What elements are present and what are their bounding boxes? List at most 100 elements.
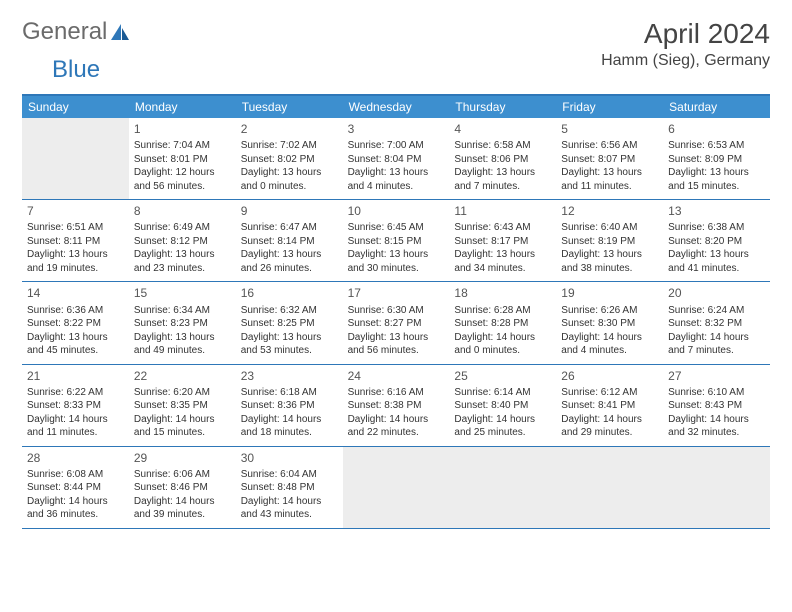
day-number: 25 (454, 368, 551, 384)
day-number: 1 (134, 121, 231, 137)
day-cell (449, 447, 556, 528)
day-cell: 3Sunrise: 7:00 AMSunset: 8:04 PMDaylight… (343, 118, 450, 199)
daylight-text: and 0 minutes. (454, 344, 551, 358)
daylight-text: Daylight: 14 hours (241, 495, 338, 509)
daylight-text: Daylight: 13 hours (561, 248, 658, 262)
daylight-text: Daylight: 14 hours (27, 495, 124, 509)
sunrise-text: Sunrise: 6:56 AM (561, 139, 658, 153)
day-cell: 11Sunrise: 6:43 AMSunset: 8:17 PMDayligh… (449, 200, 556, 281)
day-header: Tuesday (236, 96, 343, 118)
sunset-text: Sunset: 8:22 PM (27, 317, 124, 331)
sunset-text: Sunset: 8:02 PM (241, 153, 338, 167)
day-number: 10 (348, 203, 445, 219)
sunset-text: Sunset: 8:14 PM (241, 235, 338, 249)
sunrise-text: Sunrise: 6:28 AM (454, 304, 551, 318)
sunrise-text: Sunrise: 6:16 AM (348, 386, 445, 400)
daylight-text: and 22 minutes. (348, 426, 445, 440)
sunrise-text: Sunrise: 6:22 AM (27, 386, 124, 400)
logo-text-blue: Blue (52, 56, 100, 84)
sunset-text: Sunset: 8:11 PM (27, 235, 124, 249)
daylight-text: Daylight: 13 hours (134, 331, 231, 345)
daylight-text: Daylight: 14 hours (134, 495, 231, 509)
day-cell: 5Sunrise: 6:56 AMSunset: 8:07 PMDaylight… (556, 118, 663, 199)
daylight-text: Daylight: 14 hours (27, 413, 124, 427)
sunset-text: Sunset: 8:40 PM (454, 399, 551, 413)
day-cell (22, 118, 129, 199)
daylight-text: Daylight: 14 hours (241, 413, 338, 427)
daylight-text: and 11 minutes. (27, 426, 124, 440)
sunset-text: Sunset: 8:19 PM (561, 235, 658, 249)
sunrise-text: Sunrise: 7:04 AM (134, 139, 231, 153)
daylight-text: and 18 minutes. (241, 426, 338, 440)
daylight-text: and 7 minutes. (454, 180, 551, 194)
sunset-text: Sunset: 8:01 PM (134, 153, 231, 167)
day-number: 6 (668, 121, 765, 137)
daylight-text: Daylight: 13 hours (348, 166, 445, 180)
daylight-text: and 41 minutes. (668, 262, 765, 276)
sunrise-text: Sunrise: 6:06 AM (134, 468, 231, 482)
sunset-text: Sunset: 8:25 PM (241, 317, 338, 331)
day-cell: 13Sunrise: 6:38 AMSunset: 8:20 PMDayligh… (663, 200, 770, 281)
daylight-text: and 11 minutes. (561, 180, 658, 194)
sunrise-text: Sunrise: 6:40 AM (561, 221, 658, 235)
sunset-text: Sunset: 8:35 PM (134, 399, 231, 413)
weeks-container: 1Sunrise: 7:04 AMSunset: 8:01 PMDaylight… (22, 118, 770, 529)
sunrise-text: Sunrise: 7:02 AM (241, 139, 338, 153)
sunrise-text: Sunrise: 6:08 AM (27, 468, 124, 482)
day-cell: 23Sunrise: 6:18 AMSunset: 8:36 PMDayligh… (236, 365, 343, 446)
daylight-text: Daylight: 13 hours (134, 248, 231, 262)
sunset-text: Sunset: 8:15 PM (348, 235, 445, 249)
day-number: 15 (134, 285, 231, 301)
day-number: 18 (454, 285, 551, 301)
day-cell: 22Sunrise: 6:20 AMSunset: 8:35 PMDayligh… (129, 365, 236, 446)
sunrise-text: Sunrise: 6:26 AM (561, 304, 658, 318)
location: Hamm (Sieg), Germany (601, 52, 770, 70)
daylight-text: and 4 minutes. (348, 180, 445, 194)
sunrise-text: Sunrise: 6:47 AM (241, 221, 338, 235)
day-cell: 7Sunrise: 6:51 AMSunset: 8:11 PMDaylight… (22, 200, 129, 281)
sunrise-text: Sunrise: 7:00 AM (348, 139, 445, 153)
week-row: 1Sunrise: 7:04 AMSunset: 8:01 PMDaylight… (22, 118, 770, 200)
day-cell: 25Sunrise: 6:14 AMSunset: 8:40 PMDayligh… (449, 365, 556, 446)
day-number: 30 (241, 450, 338, 466)
sunset-text: Sunset: 8:36 PM (241, 399, 338, 413)
daylight-text: Daylight: 14 hours (668, 331, 765, 345)
sunrise-text: Sunrise: 6:58 AM (454, 139, 551, 153)
day-number: 22 (134, 368, 231, 384)
sunset-text: Sunset: 8:30 PM (561, 317, 658, 331)
sunrise-text: Sunrise: 6:14 AM (454, 386, 551, 400)
sunset-text: Sunset: 8:27 PM (348, 317, 445, 331)
day-cell: 4Sunrise: 6:58 AMSunset: 8:06 PMDaylight… (449, 118, 556, 199)
sunset-text: Sunset: 8:38 PM (348, 399, 445, 413)
day-number: 5 (561, 121, 658, 137)
sunrise-text: Sunrise: 6:12 AM (561, 386, 658, 400)
day-cell: 20Sunrise: 6:24 AMSunset: 8:32 PMDayligh… (663, 282, 770, 363)
day-number: 13 (668, 203, 765, 219)
day-number: 21 (27, 368, 124, 384)
day-number: 2 (241, 121, 338, 137)
day-cell: 19Sunrise: 6:26 AMSunset: 8:30 PMDayligh… (556, 282, 663, 363)
day-cell: 29Sunrise: 6:06 AMSunset: 8:46 PMDayligh… (129, 447, 236, 528)
day-cell: 24Sunrise: 6:16 AMSunset: 8:38 PMDayligh… (343, 365, 450, 446)
daylight-text: and 38 minutes. (561, 262, 658, 276)
daylight-text: Daylight: 13 hours (561, 166, 658, 180)
logo: General (22, 18, 131, 46)
sunset-text: Sunset: 8:23 PM (134, 317, 231, 331)
week-row: 28Sunrise: 6:08 AMSunset: 8:44 PMDayligh… (22, 447, 770, 529)
day-number: 23 (241, 368, 338, 384)
day-number: 16 (241, 285, 338, 301)
sunset-text: Sunset: 8:48 PM (241, 481, 338, 495)
sunset-text: Sunset: 8:41 PM (561, 399, 658, 413)
daylight-text: and 53 minutes. (241, 344, 338, 358)
sunrise-text: Sunrise: 6:45 AM (348, 221, 445, 235)
daylight-text: Daylight: 14 hours (348, 413, 445, 427)
daylight-text: and 19 minutes. (27, 262, 124, 276)
sunrise-text: Sunrise: 6:30 AM (348, 304, 445, 318)
daylight-text: Daylight: 12 hours (134, 166, 231, 180)
day-header: Saturday (663, 96, 770, 118)
daylight-text: Daylight: 13 hours (348, 248, 445, 262)
day-header: Monday (129, 96, 236, 118)
sunset-text: Sunset: 8:28 PM (454, 317, 551, 331)
daylight-text: Daylight: 14 hours (668, 413, 765, 427)
sunset-text: Sunset: 8:06 PM (454, 153, 551, 167)
